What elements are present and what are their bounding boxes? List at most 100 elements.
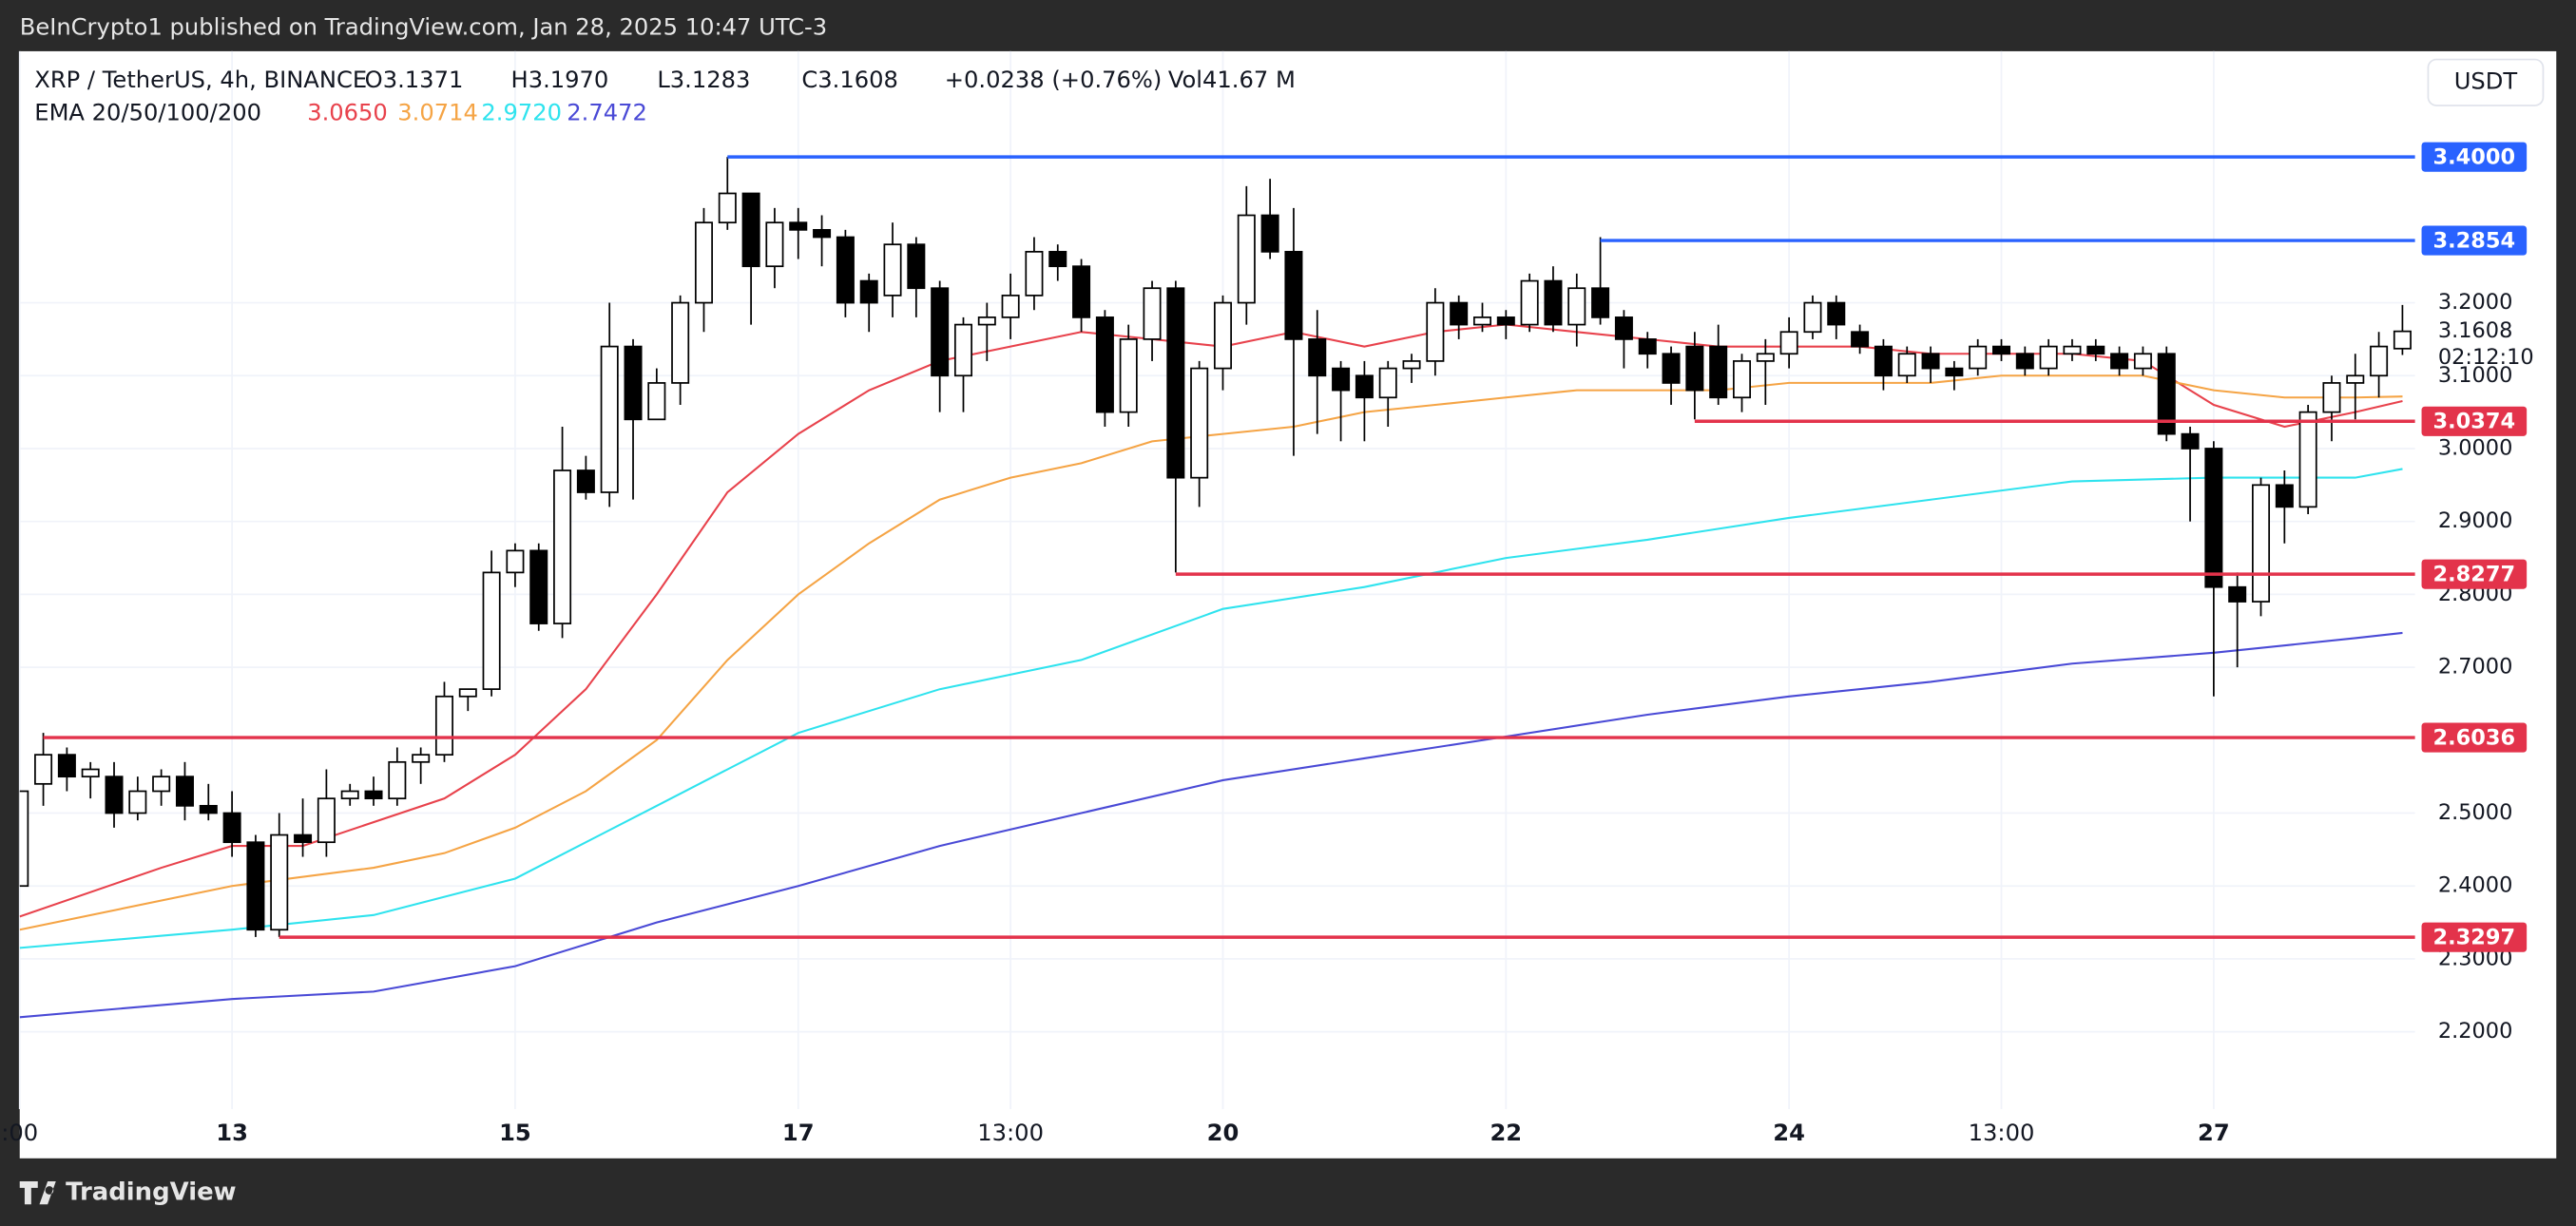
ema-line [19, 374, 2403, 931]
y-tick-label: 2.2000 [2438, 1019, 2513, 1044]
candle-body [1308, 338, 1327, 377]
candle-body [1803, 301, 1822, 334]
y-tick-label: 2.9000 [2438, 508, 2513, 533]
level-label-box [2421, 922, 2528, 952]
level-label-box [2421, 559, 2528, 589]
level-label: 2.6036 [2433, 725, 2516, 750]
x-tick-label: 13 [216, 1120, 248, 1146]
x-tick-label: 27 [2198, 1120, 2230, 1146]
ema-legend-value: 3.0714 [397, 100, 478, 126]
ema-line [19, 631, 2403, 1019]
candle-body [34, 754, 53, 785]
candle-body [199, 804, 218, 814]
level-label-box [2421, 225, 2528, 256]
candle-body [813, 228, 832, 239]
ema-title: EMA 20/50/100/200 [34, 100, 261, 126]
candle-body [1213, 301, 1232, 370]
candle-body [1095, 316, 1114, 413]
candle-body [340, 790, 359, 800]
candle-body [1284, 250, 1303, 340]
series [19, 157, 2412, 1019]
candle-body [1402, 360, 1421, 370]
candle-body [2346, 374, 2365, 384]
candle-body [1166, 287, 1185, 479]
candle-body [2015, 353, 2034, 370]
candle-body [2298, 411, 2317, 508]
candle-body [600, 345, 619, 493]
candle-body [2086, 345, 2105, 355]
candle-body [57, 754, 76, 778]
candle-body [789, 221, 808, 231]
level-label: 3.0374 [2433, 410, 2516, 434]
candle-body [1638, 338, 1657, 355]
candle-body [2110, 353, 2129, 370]
candle-body [718, 192, 737, 224]
candle-body [1048, 250, 1067, 268]
ohlc-value: O3.1371 [365, 67, 464, 93]
candle-body [859, 279, 878, 304]
y-tick-label: 3.1000 [2438, 363, 2513, 388]
candle-body [647, 382, 666, 421]
x-tick-label: 17 [782, 1120, 815, 1146]
ema-legend-value: 2.9720 [481, 100, 562, 126]
candle-body [1591, 287, 1610, 318]
candle-body [1450, 301, 1469, 326]
candle-body [1143, 287, 1162, 340]
countdown: 02:12:10 [2438, 345, 2534, 370]
candle-body [624, 345, 643, 421]
plot-area [19, 50, 2557, 1159]
candle-body [836, 236, 855, 304]
candle-body [270, 833, 289, 931]
candle-body [529, 549, 548, 624]
ema-line [19, 468, 2403, 949]
candle-body [105, 776, 124, 814]
candle-body [2157, 353, 2176, 435]
y-tick-label: 2.4000 [2438, 873, 2513, 898]
level-label-box [2421, 722, 2528, 753]
candle-body [2039, 345, 2058, 370]
candle-body [1520, 279, 1539, 326]
level-label-box [2421, 142, 2528, 172]
candle-body [1426, 301, 1445, 362]
level-label-box [2421, 406, 2528, 436]
candle-body [482, 571, 501, 690]
candle-body [741, 192, 760, 268]
candle-body [1732, 360, 1752, 399]
ohlc-value: Vol41.67 M [1168, 67, 1296, 93]
candle-body [222, 812, 241, 844]
currency-button[interactable] [2427, 58, 2545, 106]
candle-body [1072, 265, 1091, 318]
candle-body [1355, 374, 1374, 399]
candle-body [1472, 316, 1492, 326]
ema-legend-value: 2.7472 [567, 100, 647, 126]
candle-body [1945, 367, 1964, 377]
candle-body [1496, 316, 1515, 326]
candle-body [388, 760, 407, 800]
candle-body [977, 316, 996, 326]
symbol: XRP / TetherUS, 4h, BINANCE [34, 67, 367, 93]
candle-body [19, 790, 29, 888]
x-tick-label: 22 [1490, 1120, 1522, 1146]
candle-body [1119, 338, 1138, 413]
ohlc-value: H3.1970 [511, 67, 609, 93]
candle-body [1874, 345, 1893, 377]
candle-body [506, 549, 525, 574]
footer-logo [19, 1180, 56, 1205]
y-tick-label: 3.0000 [2438, 435, 2513, 460]
candle-body [765, 221, 784, 268]
candle-body [1756, 353, 1775, 362]
x-tick-label: 20 [1207, 1120, 1240, 1146]
candle-body [1614, 316, 1633, 340]
candle-body [1897, 353, 1916, 377]
candle-body [317, 797, 336, 844]
currency-label[interactable]: USDT [2454, 68, 2518, 95]
candle-body [2252, 484, 2271, 603]
ohlc-value: L3.1283 [657, 67, 750, 93]
candle-body [175, 776, 194, 807]
candle-body [246, 841, 265, 931]
ohlc-value: C3.1608 [801, 67, 898, 93]
level-label: 3.2854 [2433, 228, 2516, 253]
